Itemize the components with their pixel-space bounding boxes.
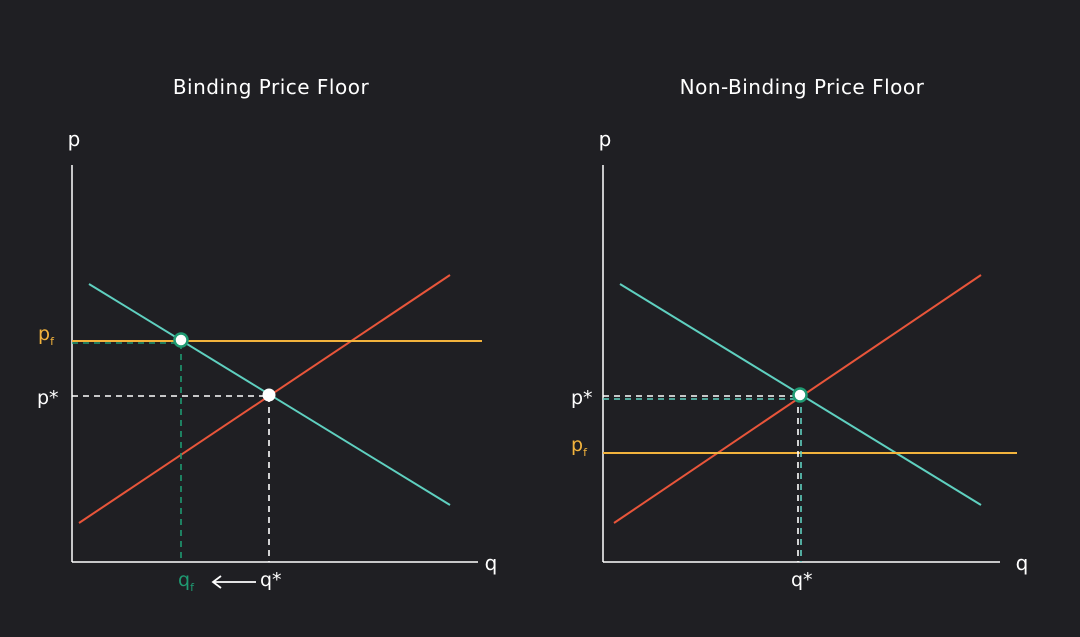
non-binding-price-floor-panel: Non-Binding Price Floor p q p* pf q* [571,75,1028,591]
binding-price-floor-panel: Binding Price Floor p q pf p* qf q* [37,75,497,594]
y-axis-label: p [599,127,612,151]
x-axis-label: q [485,551,498,575]
qstar-label: q* [791,569,813,591]
equilibrium-point [792,387,808,403]
pf-label: pf [38,323,55,348]
panel-title: Binding Price Floor [173,75,370,99]
panel-title: Non-Binding Price Floor [680,75,925,99]
pf-label: pf [571,434,588,459]
floor-demand-point [173,332,189,348]
qf-label: qf [178,569,195,594]
x-axis-label: q [1016,551,1029,575]
pstar-label: p* [37,387,59,409]
qstar-label: q* [260,569,282,591]
left-arrow-icon [211,575,256,589]
pstar-label: p* [571,387,593,409]
equilibrium-point [262,388,276,402]
y-axis-label: p [68,127,81,151]
